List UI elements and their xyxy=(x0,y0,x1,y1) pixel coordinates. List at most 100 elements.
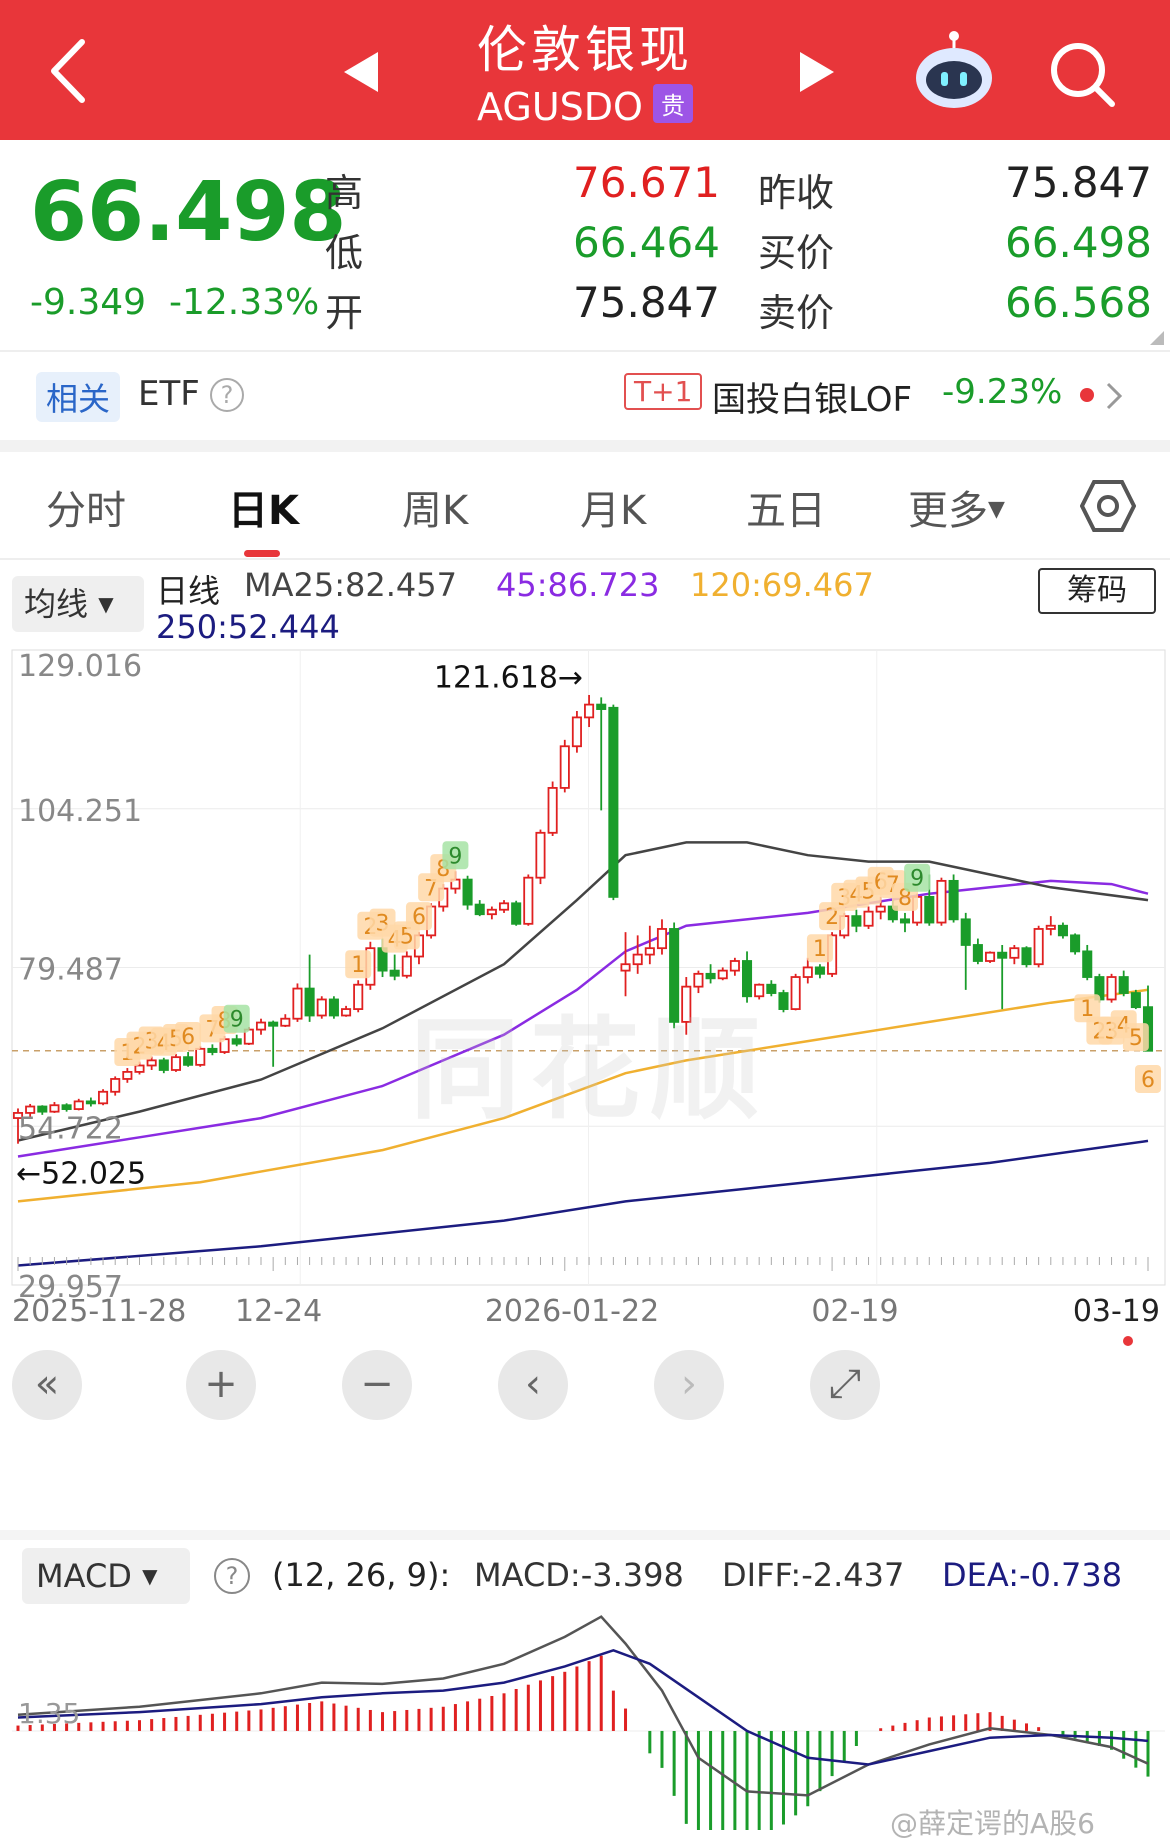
last-price: 66.498 xyxy=(30,165,347,260)
tab-weekly-k[interactable]: 周K xyxy=(402,488,469,534)
robot-assistant-icon[interactable] xyxy=(912,30,996,110)
candle xyxy=(948,879,959,921)
prev-instrument-icon[interactable] xyxy=(342,50,382,94)
open-value: 75.847 xyxy=(573,278,720,327)
caret-down-icon: ▼ xyxy=(98,592,114,616)
td-marker xyxy=(1074,994,1101,1023)
candle xyxy=(547,787,558,834)
td-marker-label: 6 xyxy=(412,905,426,930)
td-marker xyxy=(806,934,833,963)
next-instrument-icon[interactable] xyxy=(796,50,836,94)
candle xyxy=(1009,947,1020,959)
candle xyxy=(875,905,886,913)
bid-value: 66.498 xyxy=(1005,218,1152,267)
macd-tick-label: 1.35 xyxy=(18,1697,80,1730)
candle xyxy=(632,953,643,966)
caret-down-icon: ▼ xyxy=(142,1564,158,1588)
macd-value: MACD:-3.398 xyxy=(474,1556,684,1594)
collapse-button[interactable]: « xyxy=(12,1350,82,1420)
dea-line xyxy=(17,1648,1149,1766)
candle xyxy=(183,1056,194,1066)
tab-intraday[interactable]: 分时 xyxy=(46,488,126,534)
tplus-badge: T+1 xyxy=(624,373,703,410)
ma45-value: 45:86.723 xyxy=(496,566,660,604)
td-marker-label: 2 xyxy=(825,905,839,930)
candle xyxy=(523,876,534,925)
macd-params: (12, 26, 9): xyxy=(272,1556,451,1594)
divider xyxy=(0,350,1170,352)
candle xyxy=(98,1090,109,1105)
candle xyxy=(268,1021,279,1027)
candle xyxy=(729,960,740,972)
open-label: 开 xyxy=(325,291,364,335)
min-price-annotation: ←52.025 xyxy=(16,1157,146,1192)
candle xyxy=(401,955,412,977)
fund-change-percent: -9.23% xyxy=(942,372,1063,412)
td-marker-label: 9 xyxy=(230,1008,244,1033)
search-icon[interactable] xyxy=(1048,40,1118,110)
ask-value: 66.568 xyxy=(1005,278,1152,327)
td-marker xyxy=(904,863,931,892)
y-tick-label: 129.016 xyxy=(18,649,142,684)
fullscreen-button[interactable]: ⤢ xyxy=(810,1350,880,1420)
etf-help-icon[interactable]: ? xyxy=(210,378,244,412)
candle xyxy=(498,902,510,911)
tab-daily-k[interactable]: 日K xyxy=(228,488,299,534)
zoom-in-button[interactable]: + xyxy=(186,1350,256,1420)
chips-button[interactable]: 筹码 xyxy=(1038,568,1156,614)
ask-label: 卖价 xyxy=(758,291,835,335)
fund-name[interactable]: 国投白银LOF xyxy=(712,380,913,420)
candle xyxy=(766,983,777,994)
instrument-code: AGUSDO xyxy=(477,85,643,129)
candle xyxy=(328,998,339,1017)
ma-selector[interactable]: 均线 ▼ xyxy=(12,576,144,632)
high-value: 76.671 xyxy=(573,158,720,207)
ma25-line xyxy=(17,841,1149,1142)
candle xyxy=(1070,934,1081,953)
td-marker xyxy=(1122,1023,1149,1052)
active-tab-indicator xyxy=(244,550,280,557)
td-marker-label: 7 xyxy=(424,876,438,901)
tab-monthly-k[interactable]: 月K xyxy=(580,488,647,534)
td-marker-label: 6 xyxy=(1141,1068,1155,1093)
tab-five-day[interactable]: 五日 xyxy=(746,488,826,534)
scroll-right-button[interactable]: › xyxy=(654,1350,724,1420)
back-icon[interactable] xyxy=(44,36,92,106)
candle xyxy=(814,966,825,975)
macd-chart[interactable]: 1.35 xyxy=(0,1600,1170,1830)
chevron-right-icon[interactable] xyxy=(1104,380,1124,412)
candle xyxy=(754,983,765,998)
prev-close-label: 昨收 xyxy=(758,171,835,215)
y-tick-label: 54.722 xyxy=(18,1111,123,1146)
scroll-left-button[interactable]: ‹ xyxy=(498,1350,568,1420)
candle xyxy=(669,928,680,1023)
td-marker-label: 5 xyxy=(400,924,414,949)
ma-legend-prefix: 日线 xyxy=(156,572,221,610)
td-marker-label: 9 xyxy=(448,844,462,869)
candle xyxy=(73,1100,84,1110)
candle xyxy=(596,703,607,710)
candlestick-chart[interactable]: 123456789123456789123456789123456 129.01… xyxy=(0,645,1170,1460)
td-marker-label: 9 xyxy=(910,867,924,892)
candle xyxy=(37,1105,48,1113)
candle xyxy=(85,1100,96,1105)
zoom-out-button[interactable]: − xyxy=(342,1350,412,1420)
candle xyxy=(972,944,983,962)
ma25-value: MA25:82.457 xyxy=(244,566,457,604)
macd-selector-label: MACD xyxy=(36,1557,132,1595)
candle xyxy=(790,976,801,1010)
candle xyxy=(110,1078,121,1093)
macd-help-icon[interactable]: ? xyxy=(214,1558,250,1594)
candle xyxy=(1033,928,1044,966)
candle xyxy=(25,1105,36,1114)
candle xyxy=(778,992,789,1010)
tab-more[interactable]: 更多▼ xyxy=(908,478,1005,536)
ma250-line xyxy=(17,1139,1149,1267)
candle xyxy=(1057,924,1068,937)
ma250-value: 250:52.444 xyxy=(156,608,340,646)
diff-value: DIFF:-2.437 xyxy=(722,1556,905,1594)
x-tick-label: 2026-01-22 xyxy=(485,1294,659,1329)
expand-corner-icon[interactable] xyxy=(1150,330,1164,345)
macd-selector[interactable]: MACD ▼ xyxy=(22,1548,190,1604)
settings-icon[interactable] xyxy=(1079,478,1137,534)
